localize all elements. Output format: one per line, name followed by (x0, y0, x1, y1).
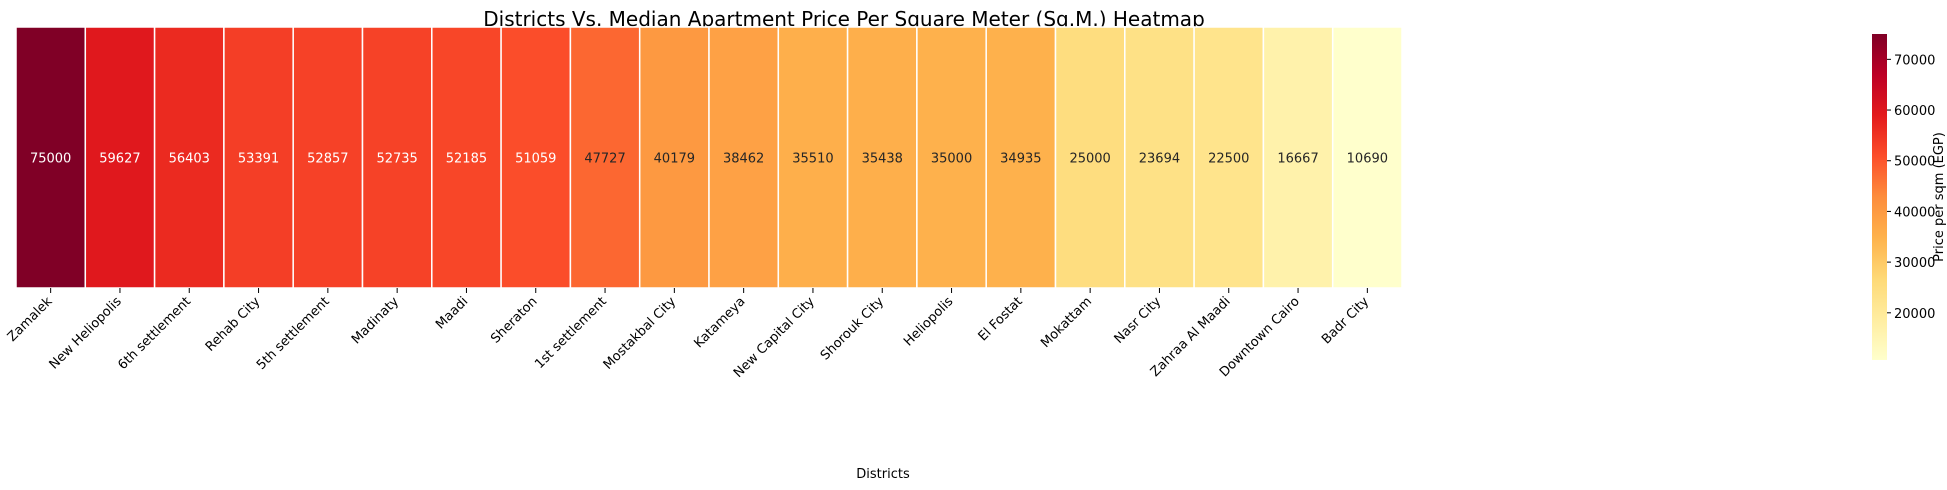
x-axis-label: Districts (856, 467, 910, 482)
colorbar: 20000 30000 40000 50000 60000 70000 Price per… (1872, 34, 1947, 360)
x-tick-label: Sheraton (488, 294, 540, 346)
cell-value-label: 35000 (931, 152, 972, 167)
heatmap-cell (15, 26, 87, 289)
colorbar-tick-label: 40000 (1894, 205, 1935, 220)
x-tick-label: Maadi (433, 294, 471, 332)
cell-value-label: 56403 (169, 152, 210, 167)
cell-value-label: 34935 (1000, 152, 1041, 167)
cell-value-label: 38462 (723, 152, 764, 167)
cell-value-label: 23694 (1139, 152, 1180, 167)
x-tick-label: Katameya (691, 294, 748, 351)
x-tick-label: Mostakbal City (601, 294, 680, 373)
heatmap-cell (638, 26, 710, 289)
x-tick-label: Zamalek (5, 294, 56, 345)
heatmap-cell (916, 26, 987, 289)
x-tick-label: Mokattam (1038, 294, 1095, 351)
heatmap-cell (500, 26, 572, 289)
heatmap-cell (846, 26, 918, 289)
colorbar-tick-label: 50000 (1894, 155, 1935, 170)
colorbar-label: Price per sqm (EGP) (1932, 132, 1947, 262)
heatmap-cell (1054, 26, 1126, 289)
cell-value-label: 22500 (1208, 152, 1249, 167)
x-tick-label: El Fostat (976, 294, 1026, 344)
cell-value-label: 52857 (307, 152, 348, 167)
x-tick-label: Nasr City (1112, 294, 1165, 347)
colorbar-gradient (1872, 34, 1887, 360)
colorbar-tick-label: 30000 (1894, 256, 1935, 271)
cell-value-label: 16667 (1277, 152, 1318, 167)
x-tick-label: 1st settlement (532, 294, 610, 372)
cell-value-label: 51059 (515, 152, 556, 167)
cell-value-label: 25000 (1069, 152, 1110, 167)
heatmap-cell (569, 26, 641, 289)
cell-value-label: 75000 (30, 152, 71, 167)
x-tick-label: Heliopolis (901, 294, 956, 349)
cell-value-label: 53391 (238, 152, 279, 167)
cell-value-label: 52735 (376, 152, 417, 167)
heatmap-cell (777, 26, 849, 289)
colorbar-tick-label: 20000 (1894, 307, 1935, 322)
heatmap-cell (431, 26, 502, 289)
cell-value-label: 59627 (99, 152, 140, 167)
heatmap-cell (153, 26, 225, 289)
colorbar-tick-label: 70000 (1894, 53, 1935, 68)
cell-value-label: 35438 (862, 152, 903, 167)
cell-value-label: 47727 (584, 152, 625, 167)
x-tick-label: Badr City (1319, 294, 1372, 347)
heatmap-cell (1193, 26, 1265, 289)
heatmap-cell (1124, 26, 1195, 289)
heatmap-cell (1262, 26, 1334, 289)
cell-value-label: 40179 (654, 152, 695, 167)
heatmap-cell (985, 26, 1057, 289)
x-tick-label: 6th settlement (115, 294, 194, 373)
x-tick-label: 5th settlement (254, 294, 333, 373)
colorbar-tick-label: 60000 (1894, 104, 1935, 119)
cell-value-label: 52185 (446, 152, 487, 167)
cell-value-label: 10690 (1347, 152, 1388, 167)
heatmap-cell (84, 26, 156, 289)
x-tick-label: New Heliopolis (47, 294, 125, 372)
x-tick-label: Rehab City (203, 294, 264, 355)
cell-value-label: 35510 (792, 152, 833, 167)
heatmap-cell (1331, 26, 1403, 289)
colorbar-ticks: 20000 30000 40000 50000 60000 70000 (1887, 53, 1935, 322)
x-tick-label: Shorouk City (818, 294, 887, 363)
x-tick-label: Madinaty (349, 294, 402, 347)
heatmap-cells: 75000 59627 56403 53391 52857 52735 52185 51059… (15, 26, 1403, 289)
